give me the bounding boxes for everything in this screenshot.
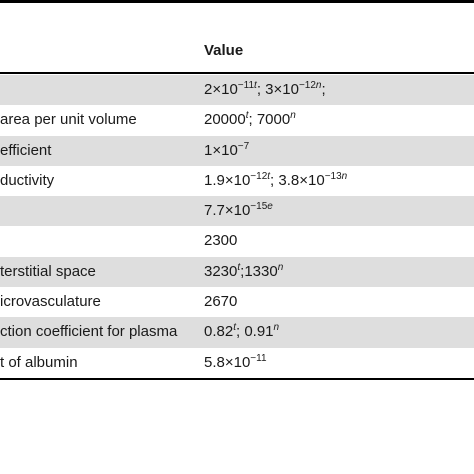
value-cell: 1×10−7: [204, 136, 249, 166]
value-text: 5.8×10: [204, 353, 251, 371]
value-text: 1.9×10: [204, 171, 251, 189]
table-body: 2×10−11t; 3×10−12n; area per unit volume 2…: [0, 75, 474, 378]
table-row: area per unit volume 20000t; 7000n: [0, 105, 474, 135]
value-footnote-marker: t: [233, 322, 236, 334]
value-text: ; 3×10: [256, 81, 299, 98]
value-exponent: −7: [237, 140, 250, 152]
value-cell: 0.82t; 0.91n: [204, 317, 279, 347]
table-row: terstitial space 3230t;1330n: [0, 256, 474, 288]
parameter-cell: icrovasculature: [0, 293, 101, 311]
table-row: efficient 1×10−7: [0, 135, 474, 166]
value-footnote-marker: t: [267, 170, 271, 182]
table-row: icrovasculature 2670: [0, 287, 474, 317]
value-footnote-marker: n: [341, 170, 348, 182]
value-cell: 2300: [204, 226, 237, 256]
table-row: 2300: [0, 226, 474, 256]
table-row: ction coefficient for plasma 0.82t; 0.91n: [0, 317, 474, 348]
parameter-cell: area per unit volume: [0, 111, 137, 129]
parameter-cell: ction coefficient for plasma: [0, 323, 178, 341]
parameter-cell: ductivity: [0, 171, 55, 189]
value-cell: 20000t; 7000n: [204, 105, 296, 135]
parameter-cell: terstitial space: [0, 262, 96, 280]
value-text: ; 3.8×10: [270, 171, 325, 189]
table-row: ductivity 1.9×10−12t; 3.8×10−13n: [0, 166, 474, 196]
value-cell: 2670: [204, 287, 237, 317]
value-exponent: −12: [250, 170, 268, 182]
value-cell: 2×10−11t; 3×10−12n;: [204, 75, 326, 105]
value-exponent: −12: [298, 80, 316, 91]
value-text: 3230: [204, 262, 238, 280]
value-exponent: −11: [237, 80, 255, 91]
value-cell: 3230t;1330n: [204, 257, 283, 287]
table-row: 7.7×10−15e: [0, 196, 474, 227]
value-text: ;1330: [240, 262, 278, 280]
value-cell: 5.8×10−11: [204, 348, 267, 378]
value-footnote-marker: n: [315, 80, 322, 91]
value-cell: 1.9×10−12t; 3.8×10−13n: [204, 166, 347, 196]
value-footnote-marker: t: [245, 110, 249, 122]
value-column-header: Value: [204, 42, 244, 59]
table-row: t of albumin 5.8×10−11: [0, 348, 474, 378]
value-text: 1×10: [204, 141, 238, 159]
table-bottom-rule: [0, 378, 474, 380]
value-text: 7.7×10: [204, 202, 251, 220]
value-text: 0.82: [204, 323, 234, 341]
parameter-cell: t of albumin: [0, 353, 78, 371]
value-text: ; 7000: [248, 111, 291, 129]
value-footnote-marker: n: [273, 322, 280, 334]
value-exponent: −11: [250, 352, 267, 364]
value-footnote-marker: t: [254, 80, 257, 91]
value-footnote-marker: n: [277, 261, 284, 273]
table-row: 2×10−11t; 3×10−12n;: [0, 75, 474, 106]
value-text: ; 0.91: [235, 323, 274, 341]
value-footnote-marker: n: [290, 110, 296, 122]
value-text: 2×10: [204, 81, 238, 98]
parameter-cell: efficient: [0, 141, 52, 159]
value-footnote-marker: t: [237, 261, 241, 273]
value-text: 2670: [204, 293, 238, 311]
table-header: Value: [0, 28, 474, 74]
value-text: 20000: [204, 111, 246, 129]
table-top-rule: [0, 0, 474, 3]
value-footnote-marker: e: [267, 201, 273, 213]
value-text: ;: [321, 81, 326, 98]
value-text: 2300: [204, 232, 238, 250]
value-exponent: −13: [324, 170, 342, 182]
value-exponent: −15: [250, 201, 268, 213]
value-cell: 7.7×10−15e: [204, 196, 273, 226]
